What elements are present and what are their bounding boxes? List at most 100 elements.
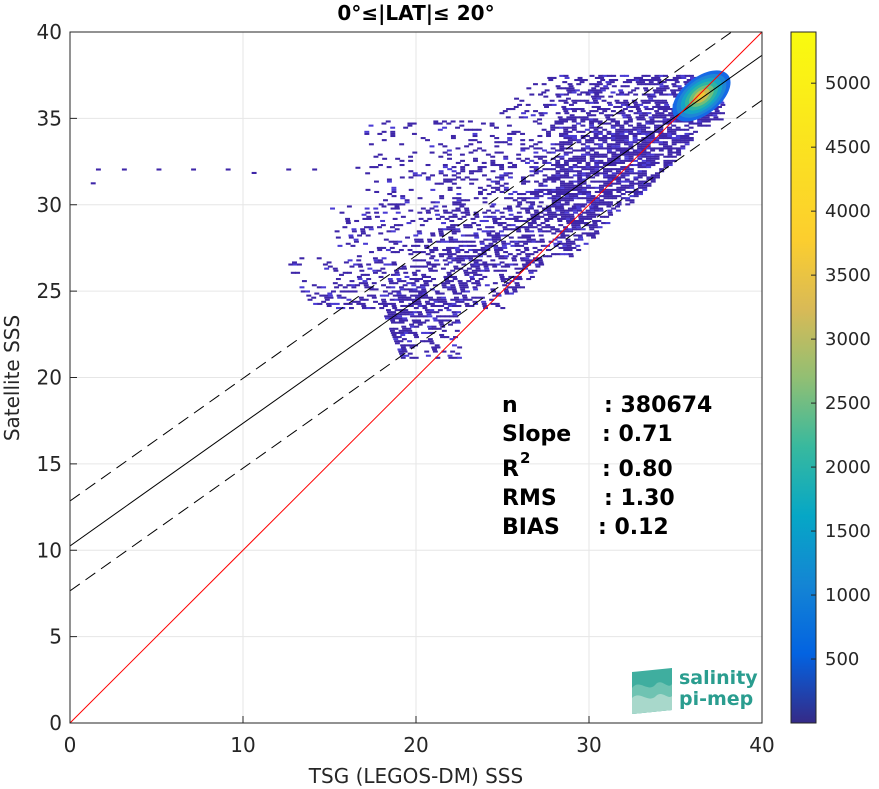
density-cell [360,228,366,231]
density-cell [529,207,534,210]
density-cell [482,201,488,204]
density-cell [503,251,509,254]
density-cell [632,126,638,129]
density-cell [619,126,625,129]
density-cell [429,302,435,305]
density-cell [654,130,660,133]
density-cell [506,224,512,227]
density-cell [422,292,428,295]
density-cell [452,277,458,281]
density-cell [420,340,426,343]
density-cell [628,168,634,171]
density-cell [636,124,642,127]
density-cell [393,224,399,227]
density-cell [516,157,522,160]
density-cell [446,122,452,125]
density-cell [399,288,405,291]
density-cell [438,253,444,256]
density-cell [633,159,639,162]
density-cell [390,226,395,229]
density-cell [551,176,557,179]
density-cell [627,81,633,84]
density-cell [382,290,388,293]
density-cell [619,139,625,142]
density-cell [633,112,639,115]
density-cell [667,132,673,135]
density-cell [607,201,613,204]
density-cell [569,114,575,117]
density-cell [394,340,400,343]
density-cell [676,151,682,154]
density-cell [488,242,494,245]
density-cell [563,141,569,144]
density-cell [462,296,468,299]
density-cell [390,302,396,305]
density-cell [529,261,535,264]
density-cell [505,116,511,119]
density-cell [417,290,423,293]
density-cell [520,251,526,254]
density-cell [489,122,495,125]
density-cell [594,174,600,177]
density-cell [363,298,369,301]
density-cell [535,265,541,268]
density-cell [561,105,567,109]
density-cell [650,147,656,150]
density-cell [675,139,681,142]
density-cell [514,267,520,270]
density-cell [502,228,508,231]
density-cell [589,118,594,121]
y-tick-label: 10 [37,538,62,562]
density-cell [347,271,352,274]
density-cell [469,255,475,258]
density-cell [451,209,457,212]
density-cell [602,139,608,142]
density-cell [594,161,600,164]
density-cell [589,147,595,150]
density-cell [585,168,591,171]
density-cell [408,304,414,308]
density-cell [476,269,482,272]
density-cell [476,248,482,252]
density-cell [480,122,486,125]
density-cell [585,93,591,96]
density-cell [386,230,392,233]
density-cell [623,134,629,138]
density-cell [420,137,426,140]
density-cell [591,236,596,239]
density-cell [615,93,621,96]
density-cell [518,219,524,223]
density-cell [397,315,403,318]
density-cell [491,234,497,237]
density-cell [346,298,352,301]
density-cell [386,311,392,314]
density-cell [661,81,667,84]
density-cell [658,149,664,152]
density-cell [646,93,652,96]
density-cell [657,89,663,92]
density-cell [365,234,371,237]
density-cell [617,105,623,109]
density-cell [455,228,461,231]
density-cell [499,163,505,167]
density-cell [594,155,599,158]
density-cell [389,317,395,320]
density-cell [649,132,655,135]
density-cell [530,215,536,218]
density-cell [594,76,600,79]
density-cell [572,134,577,138]
density-cell [620,168,626,171]
density-cell [646,182,652,185]
density-cell [453,315,459,318]
density-cell [573,197,579,200]
density-cell [637,163,643,167]
density-cell [628,124,633,127]
density-cell [481,230,487,233]
density-cell [611,155,617,158]
density-cell [515,284,521,287]
density-cell [680,137,686,140]
density-cell [525,180,531,183]
density-cell [569,213,575,216]
density-cell [526,217,532,220]
density-cell [426,263,432,266]
